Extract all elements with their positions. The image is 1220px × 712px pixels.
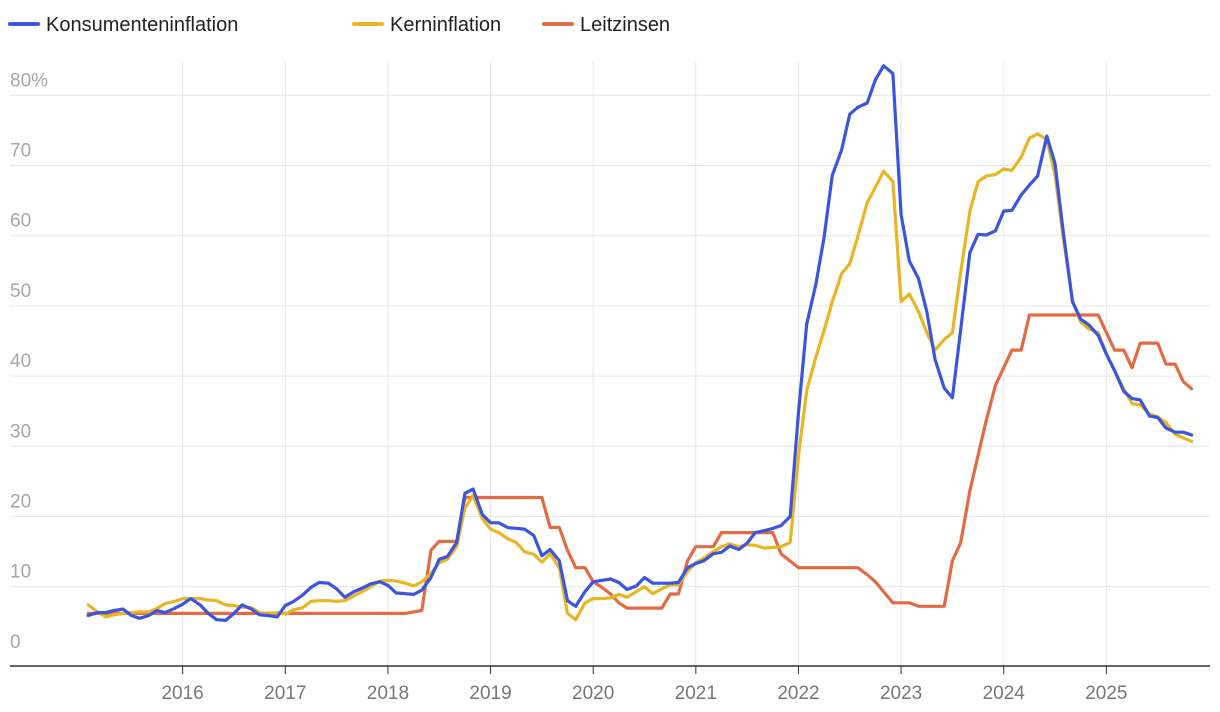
x-tick-label: 2022 [777,683,819,704]
series-line-leitzinsen[interactable] [86,313,1194,615]
y-tick-label: 60 [10,211,31,232]
legend-label-kerninflation: Kerninflation [390,14,501,36]
y-axis: 0 10 20 30 40 50 60 70 80% [10,70,48,653]
legend: Konsumenteninflation Kerninflation Leitz… [8,14,670,36]
x-tick-label: 2016 [161,683,203,704]
x-tick-label: 2023 [880,683,922,704]
x-tick-label: 2025 [1085,683,1127,704]
x-axis: 2016 2017 2018 2019 2020 2021 2022 2023 2024 2025 [10,665,1210,704]
y-tick-label: 70 [10,140,31,161]
y-tick-label: 0 [10,632,21,653]
x-tick-label: 2024 [983,683,1026,704]
y-tick-label: 30 [10,421,31,442]
series-line-konsumenteninflation[interactable] [86,64,1194,622]
legend-item-kerninflation[interactable]: Kerninflation [352,14,501,36]
x-tick-label: 2017 [264,683,306,704]
x-tick-label: 2018 [367,683,409,704]
plot-area [86,64,1194,622]
y-tick-label: 80% [10,70,48,91]
gridlines [10,62,1210,666]
y-tick-label: 50 [10,281,31,302]
legend-item-konsumenteninflation[interactable]: Konsumenteninflation [8,14,238,36]
x-tick-label: 2020 [572,683,614,704]
series-line-kerninflation[interactable] [86,132,1194,622]
y-tick-label: 40 [10,351,31,372]
legend-label-leitzinsen: Leitzinsen [580,14,670,36]
legend-label-konsumenteninflation: Konsumenteninflation [46,14,238,36]
y-tick-label: 20 [10,491,31,512]
x-tick-label: 2019 [469,683,511,704]
x-tick-label: 2021 [675,683,717,704]
y-tick-label: 10 [10,562,31,583]
legend-item-leitzinsen[interactable]: Leitzinsen [542,14,670,36]
